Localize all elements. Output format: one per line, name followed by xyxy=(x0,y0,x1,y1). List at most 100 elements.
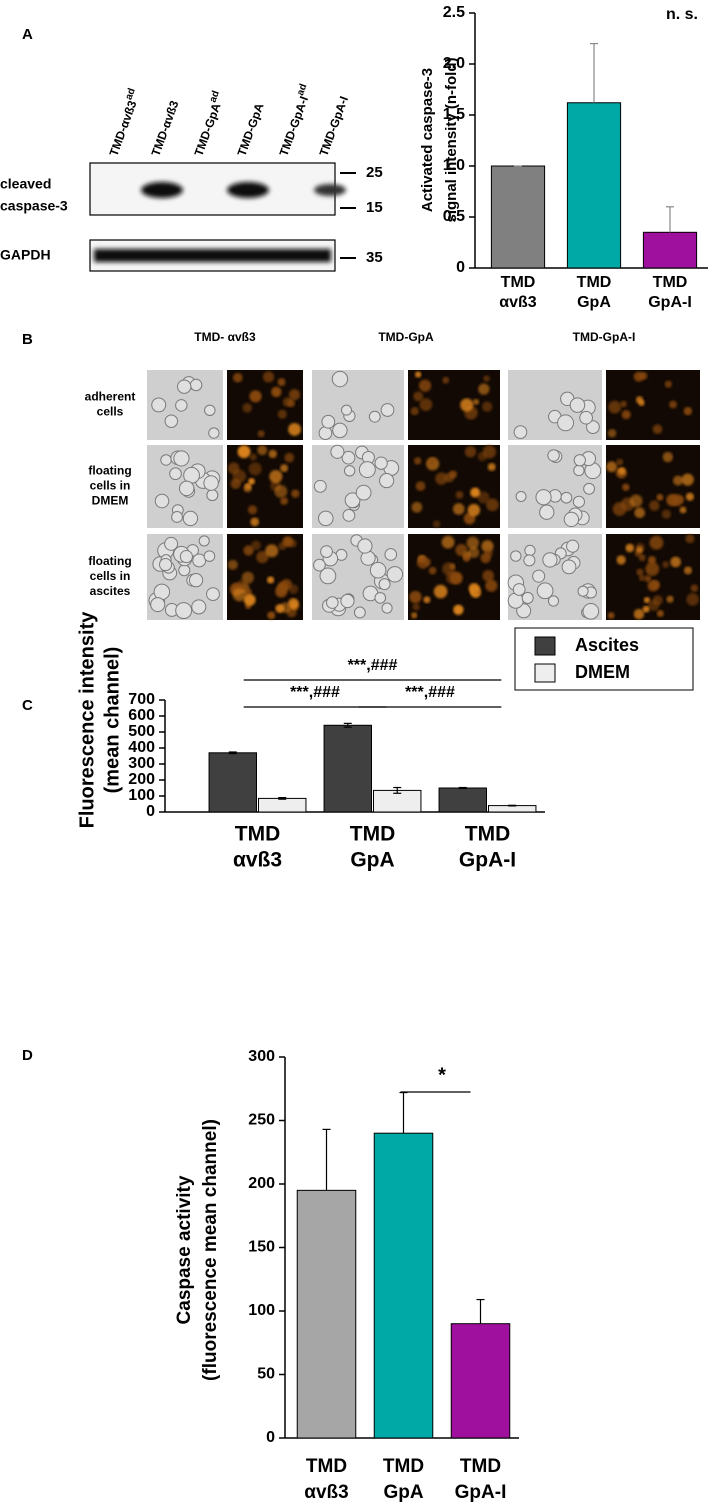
fluorescent-cell xyxy=(482,569,495,582)
fluorescent-cell xyxy=(453,604,464,615)
cell xyxy=(313,479,327,493)
cell xyxy=(313,558,326,572)
cell xyxy=(331,370,349,388)
bar xyxy=(373,1132,434,1439)
fluorescent-cell xyxy=(423,596,431,604)
fluorescent-cell xyxy=(466,536,479,550)
lane-label: TMD-GpAad xyxy=(189,89,228,158)
blot-row-label: cleaved xyxy=(0,176,51,192)
x-tick-label: GpA-I xyxy=(459,849,516,872)
fluorescent-cell xyxy=(412,603,420,611)
cell xyxy=(208,427,220,439)
column-header: TMD-GpA-I xyxy=(573,330,636,344)
fluorescent-cell xyxy=(482,401,493,412)
fluorescent-cell xyxy=(277,409,287,419)
x-tick-label: TMD xyxy=(465,823,511,846)
cell xyxy=(557,414,575,432)
cell xyxy=(342,508,356,522)
lane-superscript: ad xyxy=(124,87,138,102)
fluorescent-cell xyxy=(232,469,247,484)
fluorescent-cell xyxy=(620,400,627,408)
lane-label: TMD-αvß3 xyxy=(149,98,182,158)
cell xyxy=(586,420,600,434)
cell xyxy=(358,461,376,479)
fluorescent-cell xyxy=(467,503,481,517)
y-tick-label: 1.5 xyxy=(443,106,465,123)
fluorescent-cell xyxy=(468,583,480,595)
cell xyxy=(164,414,179,428)
fluorescent-cell xyxy=(433,584,448,599)
row-label: cells in xyxy=(90,569,131,583)
x-tick-label: GpA xyxy=(383,1482,423,1503)
y-axis-label: (mean channel) xyxy=(101,647,123,794)
x-tick-label: TMD xyxy=(383,1456,424,1477)
cell xyxy=(573,464,585,477)
fluorescent-cell xyxy=(248,462,262,476)
fluorescent-cell xyxy=(428,457,437,466)
y-tick-label: 300 xyxy=(248,1048,275,1065)
fluorescent-cell xyxy=(625,543,635,553)
fluorescent-cell xyxy=(690,584,699,593)
lane-name: TMD-GpA-I xyxy=(317,94,352,158)
fluorescent-cell xyxy=(257,430,265,438)
fluorescent-cell xyxy=(267,611,276,620)
cell xyxy=(384,548,398,561)
fluorescent-cell xyxy=(679,506,687,514)
fluorescent-cell xyxy=(643,596,651,604)
fluorescent-cell xyxy=(478,383,490,395)
fluorescent-cell xyxy=(227,559,238,570)
fluorescent-cell xyxy=(413,391,424,402)
cell xyxy=(566,539,580,553)
fluorescent-cell xyxy=(247,505,258,515)
fluorescent-cell xyxy=(237,445,251,459)
y-tick-label: 100 xyxy=(128,787,155,804)
lane-name: TMD-GpA xyxy=(192,101,224,158)
cell xyxy=(368,410,381,423)
x-tick-label: TMD xyxy=(653,274,688,291)
fluorescent-cell xyxy=(418,379,432,392)
cell xyxy=(344,492,361,509)
fluorescent-cell xyxy=(644,575,652,583)
fluorescent-cell xyxy=(608,400,622,414)
y-tick-label: 0 xyxy=(456,259,465,276)
cell xyxy=(204,404,216,417)
row-label: cells xyxy=(97,405,124,419)
fluorescent-cell xyxy=(683,406,693,416)
fluorescent-cell xyxy=(464,446,477,458)
annotation: n. s. xyxy=(666,6,698,23)
fluorescent-cell xyxy=(642,605,650,613)
fluorescent-cell xyxy=(268,449,278,459)
marker-label: 35 xyxy=(366,249,383,266)
cell xyxy=(374,592,387,604)
bar xyxy=(296,1189,357,1439)
x-tick-label: GpA-I xyxy=(648,294,692,311)
lane-superscript: ad xyxy=(208,89,222,104)
cell xyxy=(178,480,195,497)
cell xyxy=(539,504,555,520)
fluorescent-cell xyxy=(656,493,664,501)
fluorescent-cell xyxy=(249,453,257,461)
y-axis-label: (fluorescence mean channel) xyxy=(200,1119,221,1381)
cell xyxy=(164,536,179,551)
fluorescent-cell xyxy=(662,451,673,463)
fluorescent-cell xyxy=(274,485,288,498)
cell xyxy=(320,545,333,558)
lane-label: TMD-αvß3ad xyxy=(104,87,144,158)
fluorescent-cell xyxy=(685,492,695,501)
fluorescent-cell xyxy=(271,386,282,398)
cell xyxy=(569,397,586,413)
fluorescent-cell xyxy=(409,590,422,604)
x-tick-label: GpA-I xyxy=(455,1482,507,1503)
cell xyxy=(340,404,353,416)
fluorescent-cell xyxy=(635,396,644,404)
cell xyxy=(203,550,216,562)
fluorescent-cell xyxy=(411,501,423,513)
cell xyxy=(198,535,210,547)
legend-label: DMEM xyxy=(575,662,630,682)
fluorescent-cell xyxy=(639,371,648,380)
fluorescent-cell xyxy=(673,475,684,486)
fluorescent-cell xyxy=(486,498,499,512)
cell xyxy=(169,467,182,481)
fluorescent-cell xyxy=(410,406,419,416)
bar xyxy=(323,724,372,813)
